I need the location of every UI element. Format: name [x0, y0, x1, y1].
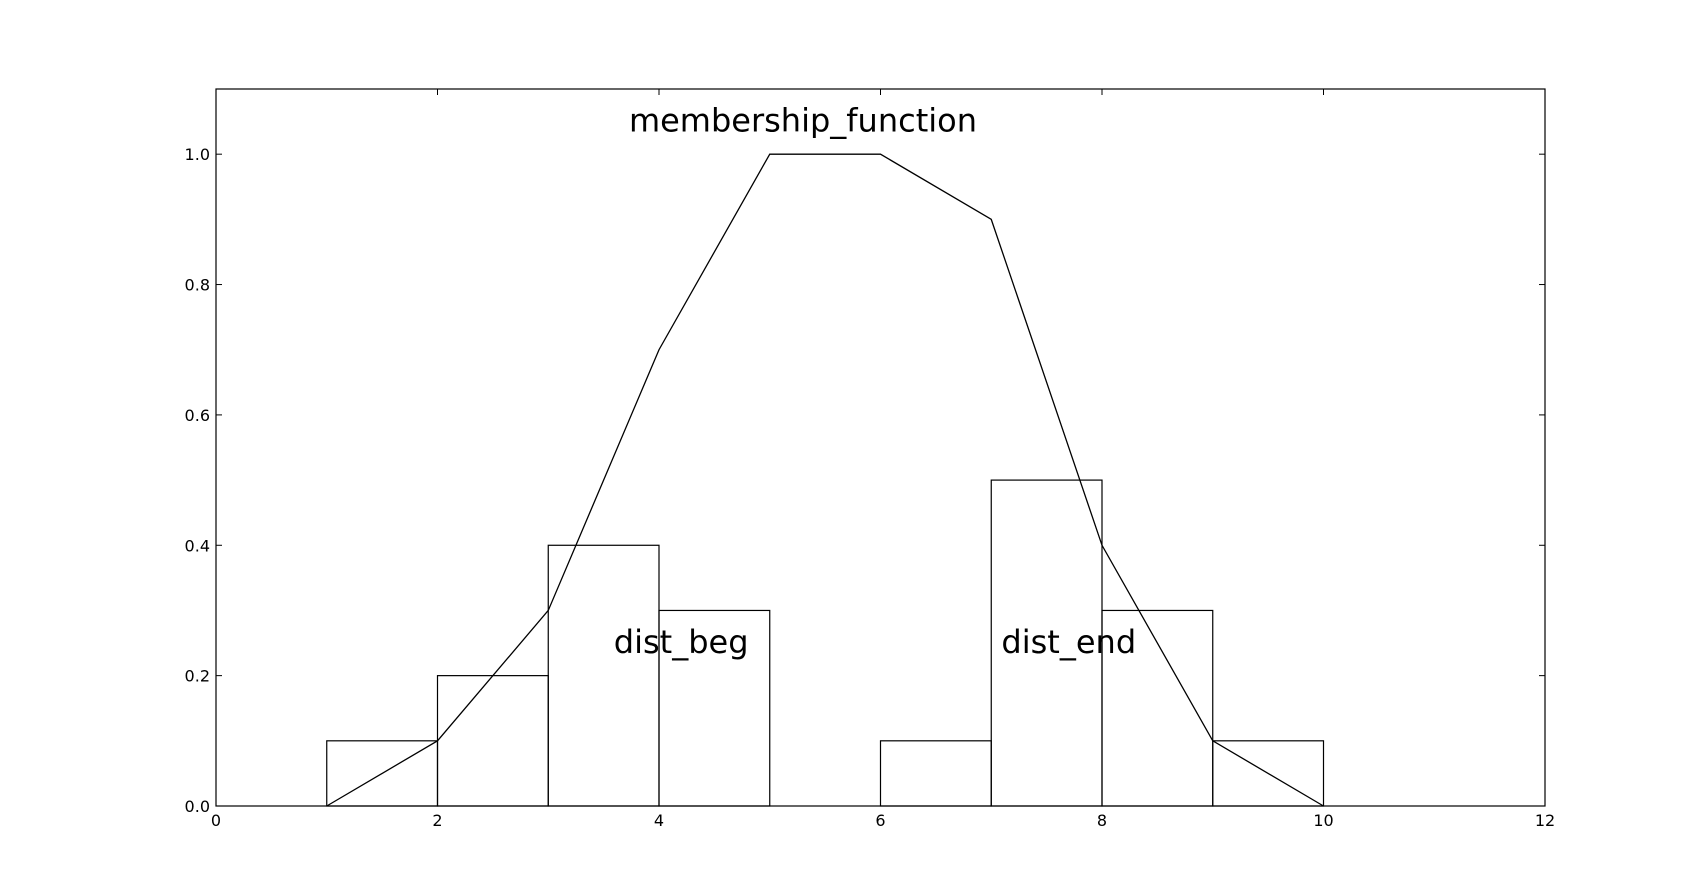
y-tick-label: 0.4 — [185, 536, 210, 555]
step-bar — [879, 740, 992, 807]
x-tick-label: 6 — [875, 811, 885, 830]
x-tick-label: 2 — [432, 811, 442, 830]
x-tick-label: 12 — [1535, 811, 1555, 830]
y-tick-label: 0.2 — [185, 667, 210, 686]
x-tick-label: 0 — [211, 811, 221, 830]
x-tick-label: 4 — [654, 811, 664, 830]
series-label: dist_beg — [614, 623, 749, 661]
step-bar — [1212, 740, 1325, 807]
y-tick-label: 0.0 — [185, 797, 210, 816]
y-tick-label: 0.8 — [185, 276, 210, 295]
x-tick-label: 10 — [1313, 811, 1333, 830]
step-bar — [436, 675, 549, 807]
plot-frame — [215, 88, 1546, 807]
x-tick-label: 8 — [1097, 811, 1107, 830]
y-tick-label: 1.0 — [185, 145, 210, 164]
series-label: dist_end — [1001, 623, 1136, 661]
y-tick-label: 0.6 — [185, 406, 210, 425]
step-bar — [1101, 609, 1214, 807]
step-bar — [547, 544, 660, 807]
series-label: membership_function — [629, 101, 977, 139]
step-bar — [658, 609, 771, 807]
data-line — [326, 153, 1324, 807]
